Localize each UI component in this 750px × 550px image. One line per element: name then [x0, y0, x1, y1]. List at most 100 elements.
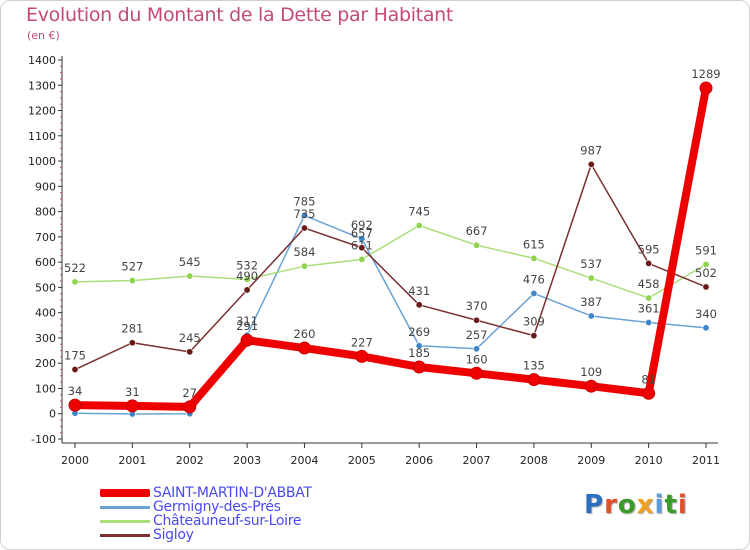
- data-point-ch-teauneuf-sur-loire: [71, 278, 79, 286]
- data-point-germigny-des-pr-s: [473, 345, 481, 353]
- legend-swatch: [100, 520, 150, 523]
- data-point-sigloy: [530, 332, 538, 340]
- y-tick-label: 700: [35, 231, 56, 244]
- data-point-sigloy: [358, 244, 366, 252]
- data-point-ch-teauneuf-sur-loire: [530, 254, 538, 262]
- data-label-saint-martin-d-abbat: 31: [125, 385, 140, 399]
- x-tick-label: 2001: [118, 454, 146, 467]
- logo-letter: i: [677, 490, 688, 520]
- data-point-saint-martin-d-abbat: [355, 349, 369, 363]
- y-tick-label: 800: [35, 206, 56, 219]
- data-label-saint-martin-d-abbat: 81: [641, 372, 656, 386]
- x-tick-label: 2010: [635, 454, 663, 467]
- data-label-ch-teauneuf-sur-loire: 584: [293, 245, 315, 259]
- data-point-germigny-des-pr-s: [300, 211, 308, 219]
- logo-letter: x: [636, 490, 655, 520]
- data-point-saint-martin-d-abbat: [125, 399, 139, 413]
- data-point-ch-teauneuf-sur-loire: [300, 262, 308, 270]
- series-line-saint-martin-d-abbat: [71, 84, 710, 411]
- data-point-germigny-des-pr-s: [702, 324, 710, 332]
- data-label-saint-martin-d-abbat: 135: [523, 359, 545, 373]
- data-label-ch-teauneuf-sur-loire: 522: [64, 261, 86, 275]
- logo-letter: r: [604, 490, 618, 520]
- proxiti-logo: Proxiti: [584, 490, 688, 520]
- y-tick-label: 200: [35, 357, 56, 370]
- data-point-saint-martin-d-abbat: [68, 398, 82, 412]
- data-label-germigny-des-pr-s: 476: [523, 272, 545, 286]
- legend-label: Châteauneuf-sur-Loire: [153, 513, 302, 529]
- data-point-germigny-des-pr-s: [645, 319, 653, 327]
- series-line-sigloy: [74, 163, 707, 371]
- data-point-sigloy: [473, 316, 481, 324]
- x-tick-label: 2004: [290, 454, 318, 467]
- data-label-saint-martin-d-abbat: 291: [236, 319, 258, 333]
- y-tick-label: 1200: [28, 105, 56, 118]
- y-tick-label: 1100: [28, 130, 56, 143]
- data-point-ch-teauneuf-sur-loire: [186, 272, 194, 280]
- y-tick-label: 100: [35, 382, 56, 395]
- data-label-ch-teauneuf-sur-loire: 527: [121, 260, 143, 274]
- data-label-ch-teauneuf-sur-loire: 537: [580, 257, 602, 271]
- data-label-germigny-des-pr-s: 340: [695, 307, 717, 321]
- data-point-sigloy: [186, 348, 194, 356]
- data-point-saint-martin-d-abbat: [183, 400, 197, 414]
- data-point-sigloy: [300, 224, 308, 232]
- data-point-sigloy: [128, 339, 136, 347]
- legend-label: Germigny-des-Prés: [153, 499, 281, 515]
- data-point-germigny-des-pr-s: [530, 289, 538, 297]
- data-point-saint-martin-d-abbat: [699, 81, 713, 95]
- data-label-sigloy: 490: [236, 269, 258, 283]
- y-tick-label: 900: [35, 180, 56, 193]
- y-tick-label: 400: [35, 307, 56, 320]
- data-label-sigloy: 735: [293, 207, 315, 221]
- x-tick-label: 2005: [348, 454, 376, 467]
- data-point-saint-martin-d-abbat: [470, 366, 484, 380]
- data-label-sigloy: 431: [408, 284, 430, 298]
- data-label-ch-teauneuf-sur-loire: 667: [466, 224, 488, 238]
- x-tick-label: 2011: [692, 454, 720, 467]
- data-point-germigny-des-pr-s: [587, 312, 595, 320]
- data-label-sigloy: 502: [695, 266, 717, 280]
- y-tick-label: 300: [35, 332, 56, 345]
- legend-swatch: [100, 489, 150, 497]
- data-label-sigloy: 370: [466, 299, 488, 313]
- data-label-saint-martin-d-abbat: 27: [182, 386, 197, 400]
- data-point-sigloy: [587, 160, 595, 168]
- data-point-saint-martin-d-abbat: [297, 341, 311, 355]
- data-label-germigny-des-pr-s: 387: [580, 295, 602, 309]
- data-label-ch-teauneuf-sur-loire: 458: [638, 277, 660, 291]
- series-line-ch-teauneuf-sur-loire: [74, 224, 707, 299]
- data-label-ch-teauneuf-sur-loire: 545: [179, 255, 201, 269]
- data-label-saint-martin-d-abbat: 109: [580, 365, 602, 379]
- data-label-ch-teauneuf-sur-loire: 532: [236, 258, 258, 272]
- data-label-ch-teauneuf-sur-loire: 615: [523, 237, 545, 251]
- data-point-sigloy: [702, 283, 710, 291]
- chart-unit: (en €): [27, 29, 60, 42]
- data-point-sigloy: [645, 259, 653, 267]
- data-point-ch-teauneuf-sur-loire: [415, 221, 423, 229]
- y-tick-label: 500: [35, 281, 56, 294]
- x-tick-label: 2009: [577, 454, 605, 467]
- data-label-germigny-des-pr-s: 785: [293, 194, 315, 208]
- data-point-germigny-des-pr-s: [415, 342, 423, 350]
- x-tick-label: 2003: [233, 454, 261, 467]
- data-label-saint-martin-d-abbat: 160: [466, 352, 488, 366]
- y-tick-label: 1000: [28, 155, 56, 168]
- data-point-sigloy: [243, 286, 251, 294]
- logo-letter: P: [584, 490, 605, 520]
- data-label-germigny-des-pr-s: 692: [351, 218, 373, 232]
- data-point-sigloy: [415, 301, 423, 309]
- data-point-saint-martin-d-abbat: [527, 373, 541, 387]
- y-tick-label: -100: [31, 433, 56, 446]
- data-label-saint-martin-d-abbat: 1289: [691, 67, 720, 81]
- data-point-ch-teauneuf-sur-loire: [473, 241, 481, 249]
- data-label-germigny-des-pr-s: 269: [408, 325, 430, 339]
- y-tick-label: 1400: [28, 54, 56, 67]
- series-line-germigny-des-pr-s: [74, 214, 707, 415]
- data-point-ch-teauneuf-sur-loire: [645, 294, 653, 302]
- x-tick-label: 2000: [61, 454, 89, 467]
- data-point-saint-martin-d-abbat: [642, 386, 656, 400]
- data-label-sigloy: 309: [523, 315, 545, 329]
